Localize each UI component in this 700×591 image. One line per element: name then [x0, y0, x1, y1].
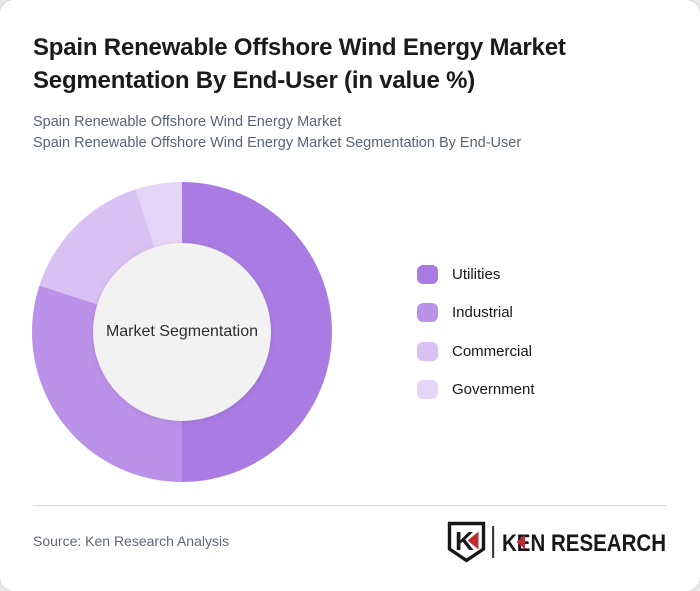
- logo-shield-icon: [447, 521, 486, 563]
- footer-divider: [33, 505, 667, 506]
- legend-label: Commercial: [452, 342, 533, 360]
- chart-subtitle-line2: Spain Renewable Offshore Wind Energy Mar…: [33, 135, 522, 151]
- logo-separator: [492, 526, 495, 558]
- chart-subtitle-block: Spain Renewable Offshore Wind Energy Mar…: [33, 112, 521, 154]
- legend-swatch-icon: [417, 264, 438, 284]
- chart-subtitle-line1: Spain Renewable Offshore Wind Energy Mar…: [33, 114, 342, 130]
- source-text: Source: Ken Research Analysis: [33, 533, 230, 549]
- page-title: Spain Renewable Offshore Wind Energy Mar…: [33, 34, 566, 94]
- logo-wordmark-red-triangle-icon: [516, 535, 525, 549]
- logo-shield-letter: K: [455, 526, 474, 556]
- ken-research-logo-icon: K KEN RESEARCH: [447, 521, 666, 563]
- legend-item-industrial[interactable]: Industrial: [417, 303, 535, 323]
- logo-shield-red-triangle-icon: [467, 531, 479, 550]
- legend-item-government[interactable]: Government: [417, 380, 535, 400]
- legend-label: Industrial: [452, 304, 513, 321]
- legend-label: Government: [452, 381, 535, 398]
- legend-swatch-icon: [417, 303, 438, 322]
- legend-label: Utilities: [452, 265, 501, 283]
- legend-swatch-icon: [417, 341, 438, 361]
- ken-research-logo: K KEN RESEARCH: [447, 521, 669, 563]
- donut-hole: Market Segmentation: [93, 243, 271, 421]
- legend-item-utilities[interactable]: Utilities: [417, 264, 535, 284]
- legend-swatch-icon: [417, 380, 438, 399]
- donut-chart[interactable]: Market Segmentation: [32, 182, 332, 482]
- logo-wordmark: KEN RESEARCH: [502, 530, 666, 557]
- legend-item-commercial[interactable]: Commercial: [417, 341, 535, 361]
- chart-legend: Utilities Industrial Commercial Government: [417, 264, 535, 418]
- donut-center-label: Market Segmentation: [105, 323, 259, 340]
